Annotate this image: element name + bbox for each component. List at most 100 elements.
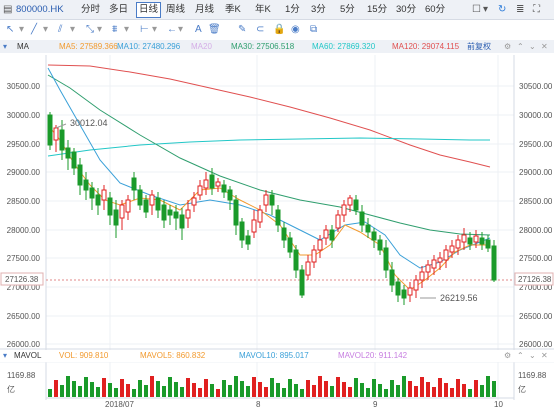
pen-icon[interactable]: ✎ [238,24,247,35]
trendline-icon[interactable]: ╱ [31,24,38,35]
adjust-dropdown[interactable]: 前复权 [467,42,491,51]
cursor-icon[interactable]: ↖ [6,24,15,35]
volume-bar [456,379,460,397]
ma5-value: MA5: 27589.366 [59,42,118,51]
candle-body [161,204,167,221]
price-tick: 27000.00 [7,283,41,292]
candle-body [359,211,365,226]
price-tick: 27500.00 [7,254,41,263]
tab-intraday[interactable]: 分时 [81,4,101,15]
volume-bar [444,383,448,397]
tab-3min[interactable]: 3分 [311,4,326,15]
up-icon[interactable]: ⌃ [517,351,524,360]
volume-bar [60,385,64,397]
volume-bar [120,379,124,397]
volume-bar [396,385,400,397]
menu-icon[interactable]: ▤ [3,4,13,15]
collapse-icon[interactable]: ▾ [3,351,8,360]
settings-icon[interactable]: ⚙ [504,351,512,360]
volume-bar [402,376,406,397]
close-icon[interactable]: ✕ [541,351,548,360]
tab-multiday[interactable]: 多日 [109,4,129,15]
down-icon[interactable]: ⌄ [529,351,536,360]
eye-icon[interactable]: ◉ [291,24,300,35]
volume-bar [486,376,490,397]
candle-body [461,234,467,243]
tab-30min[interactable]: 30分 [396,4,417,15]
volume-bar [282,388,286,397]
tab-15min[interactable]: 15分 [367,4,388,15]
ma60-line [47,137,490,157]
tab-yearly[interactable]: 年K [255,4,271,15]
channel-icon[interactable]: ⫽ [58,24,63,35]
volume-bar [114,388,118,397]
ma30-value: MA30: 27506.518 [231,42,295,51]
chevron-down-icon[interactable]: ▾ [70,24,76,35]
x-label: 8 [256,400,261,409]
candle-body [65,147,71,159]
fibonacci-icon[interactable]: ⩩ [112,24,118,35]
candle-body [269,194,275,206]
chevron-down-icon[interactable]: ▾ [483,4,489,15]
candle-body [293,249,299,271]
ray-icon[interactable]: ⤡ [86,24,94,35]
measure-icon[interactable]: ⊢ [140,24,149,35]
candle-body [485,239,491,249]
tab-quarterly[interactable]: 季K [225,4,241,15]
arrow-left-icon[interactable]: ← [167,24,177,35]
volume-bar [342,382,346,397]
price-tick: 29000.00 [519,168,553,177]
tab-monthly[interactable]: 月线 [195,4,215,15]
candle-body [185,209,191,219]
fullscreen-icon[interactable]: ⛶ [533,4,540,15]
candle-body [119,204,125,219]
price-tick: 30000.00 [7,111,41,120]
price-tick: 27000.00 [519,283,553,292]
tab-daily[interactable]: 日线 [136,2,162,18]
ma-label[interactable]: MA [17,42,29,51]
chevron-down-icon[interactable]: ▾ [152,24,158,35]
down-icon[interactable]: ⌄ [529,42,536,51]
current-price-right: 27126.38 [518,275,552,284]
candle-body [47,114,53,146]
candle-body [113,209,119,226]
tab-1min[interactable]: 1分 [285,4,300,15]
candle-body [365,224,371,233]
magnet-icon[interactable]: ⊂ [256,24,265,35]
candle-body [437,257,443,263]
candle-body [197,185,203,196]
checkbox-icon[interactable]: ☐ [472,4,481,15]
collapse-icon[interactable]: ▾ [3,42,8,51]
tab-60min[interactable]: 60分 [425,4,446,15]
chevron-down-icon[interactable]: ▾ [178,24,184,35]
candle-body [191,197,197,206]
settings-icon[interactable]: ⚙ [504,42,512,51]
volume-bar [132,389,136,397]
chart-area: 30500.00 30000.00 29500.00 29000.00 2850… [0,55,554,409]
chevron-down-icon[interactable]: ▾ [97,24,103,35]
chevron-down-icon[interactable]: ▾ [43,24,49,35]
candle-body [329,229,335,241]
lines-icon[interactable]: ≣ [516,4,525,15]
candle-body [323,229,329,239]
chevron-down-icon[interactable]: ▾ [19,24,25,35]
candle-body [263,194,269,206]
volume-bar [204,379,208,397]
lock-icon[interactable]: 🔒 [273,24,286,35]
candle-body [215,181,221,187]
volume-bar [54,380,58,397]
delete-icon[interactable]: 🗑 [208,24,221,35]
tab-weekly[interactable]: 周线 [166,4,186,15]
mavol-label[interactable]: MAVOL [14,351,42,360]
volume-bar [270,378,274,397]
symbol-label[interactable]: 800000.HK [16,4,64,15]
layers-icon[interactable]: ⧉ [310,24,318,35]
tab-5min[interactable]: 5分 [340,4,355,15]
candle-body [53,127,59,141]
volume-bar [96,387,100,397]
chevron-down-icon[interactable]: ▾ [124,24,130,35]
close-icon[interactable]: ✕ [541,42,548,51]
text-icon[interactable]: A [195,24,202,35]
refresh-icon[interactable]: ↻ [498,4,507,15]
up-icon[interactable]: ⌃ [517,42,524,51]
